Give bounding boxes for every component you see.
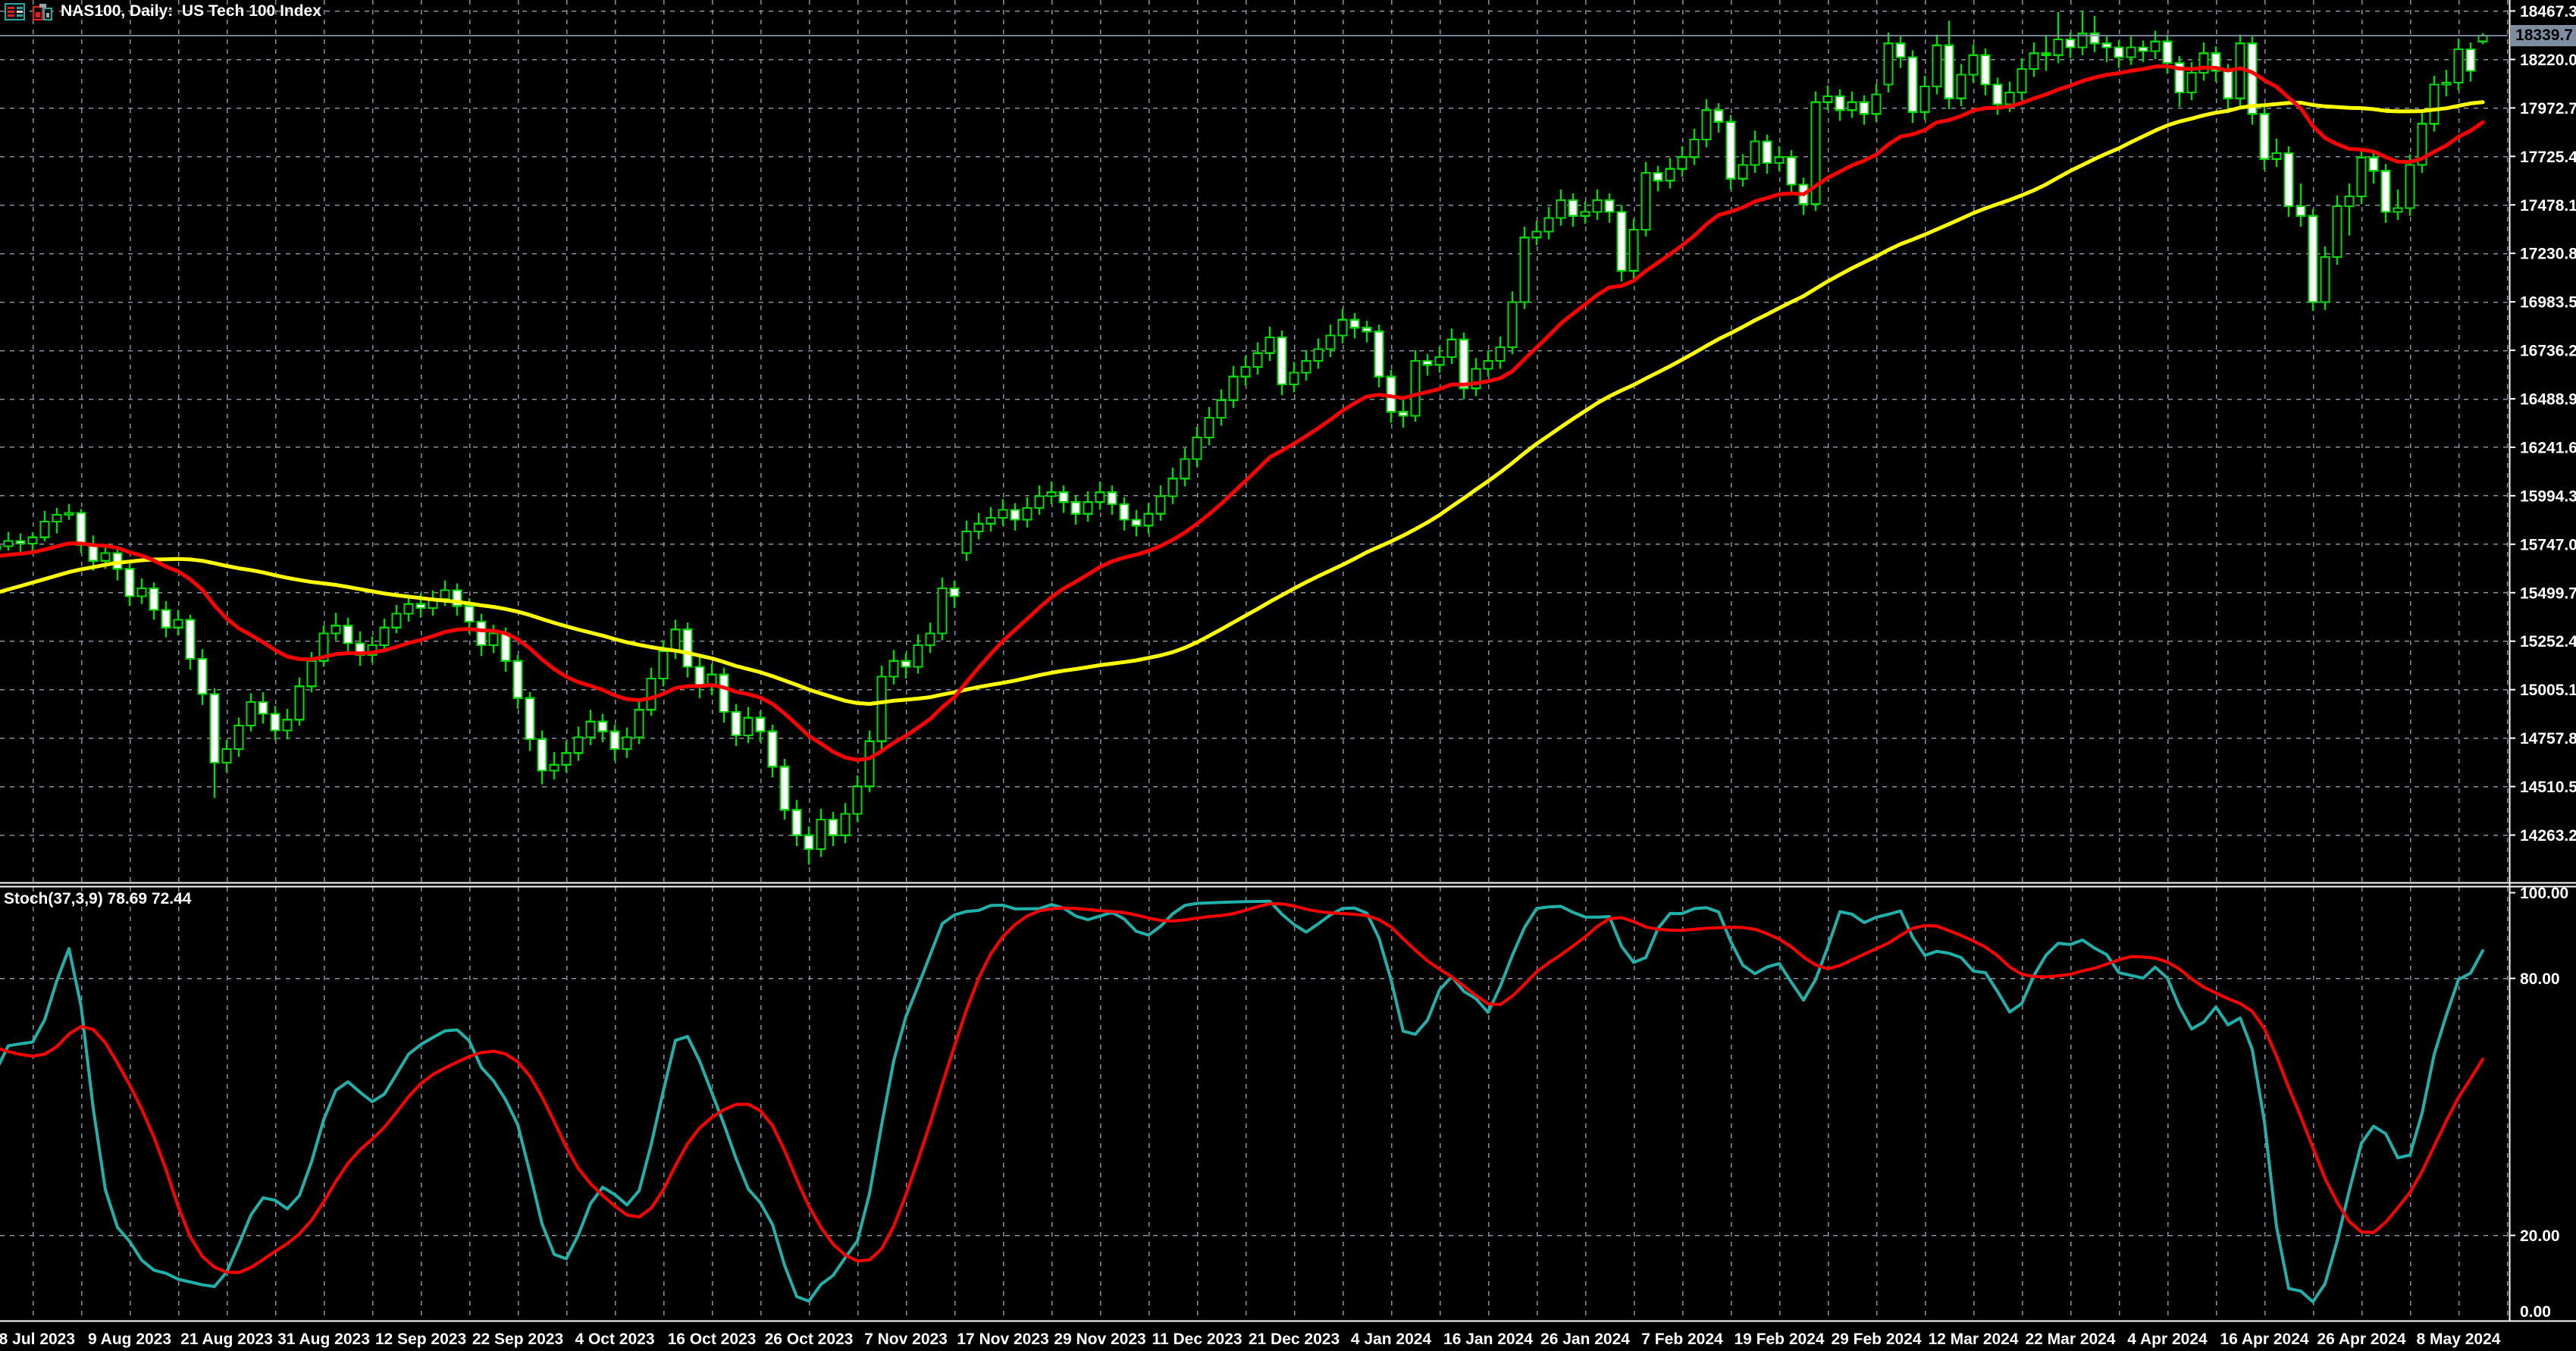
time-axis-label: 7 Nov 2023	[864, 1331, 948, 1348]
time-axis-label: 9 Aug 2023	[88, 1331, 171, 1348]
time-axis-label: 16 Apr 2024	[2220, 1331, 2308, 1348]
time-axis-label: 16 Jan 2024	[1443, 1331, 1533, 1348]
time-axis-label: 26 Oct 2023	[765, 1331, 854, 1348]
time-axis-label: 29 Feb 2024	[1831, 1331, 1921, 1348]
time-axis-label: 4 Oct 2023	[575, 1331, 654, 1348]
chart-title: NAS100, Daily: US Tech 100 Index	[61, 2, 321, 20]
stoch-axis-label: 20.00	[2520, 1227, 2560, 1245]
time-axis-label: 21 Dec 2023	[1249, 1331, 1340, 1348]
price-axis-label: 16736.2	[2520, 343, 2576, 360]
price-axis-label: 16488.9	[2520, 391, 2576, 409]
time-axis-label: 7 Feb 2024	[1641, 1331, 1723, 1348]
symbol-table-icon	[5, 2, 25, 20]
time-axis-label: 12 Mar 2024	[1928, 1331, 2018, 1348]
price-axis-label: 14510.5	[2520, 779, 2576, 796]
price-axis-label: 18220.0	[2520, 52, 2576, 69]
time-axis-label: 8 May 2024	[2417, 1331, 2501, 1348]
stoch-axis-label: 0.00	[2520, 1303, 2551, 1321]
time-axis-label: 16 Oct 2023	[668, 1331, 757, 1348]
time-axis-label: 26 Apr 2024	[2317, 1331, 2405, 1348]
price-axis-label: 17972.7	[2520, 100, 2576, 118]
chart-titlebar: NAS100, Daily: US Tech 100 Index	[5, 2, 321, 20]
time-axis-label: 28 Jul 2023	[0, 1331, 75, 1348]
candles-layer	[0, 11, 2488, 865]
time-axis-label: 22 Mar 2024	[2025, 1331, 2115, 1348]
time-axis-label: 21 Aug 2023	[180, 1331, 273, 1348]
price-axis-label: 15994.3	[2520, 487, 2576, 505]
ma-fast-line	[0, 64, 2485, 763]
time-axis-label: 22 Sep 2023	[472, 1331, 563, 1348]
price-axis-label: 17230.8	[2520, 246, 2576, 263]
stoch-indicator-label: Stoch(37,3,9) 78.69 72.44	[4, 890, 192, 907]
price-axis-label: 18467.3	[2520, 3, 2576, 20]
time-axis-label: 4 Apr 2024	[2127, 1331, 2208, 1348]
price-axis-label: 14263.2	[2520, 827, 2576, 845]
time-axis-label: 17 Nov 2023	[957, 1331, 1048, 1348]
time-axis-label: 29 Nov 2023	[1054, 1331, 1145, 1348]
chart-pages-icon	[32, 3, 53, 20]
time-axis-label: 19 Feb 2024	[1734, 1331, 1824, 1348]
current-price-badge: 18339.7	[2511, 25, 2576, 46]
time-axis-label: 11 Dec 2023	[1152, 1331, 1242, 1348]
price-axis-label: 15252.4	[2520, 633, 2576, 650]
stoch-axis-label: 80.00	[2520, 970, 2560, 988]
price-axis-label: 15747.0	[2520, 536, 2576, 553]
stoch-main-line	[0, 899, 2484, 1304]
time-axis-label: 12 Sep 2023	[375, 1331, 466, 1348]
price-axis-label: 17478.1	[2520, 197, 2576, 215]
price-axis[interactable]: 18467.3 18220.0 17972.7 17725.4 17478.1 17230…	[2509, 3, 2576, 845]
axes-frame	[0, 0, 2576, 1322]
price-axis-label: 14757.8	[2520, 730, 2576, 748]
time-axis-label: 31 Aug 2023	[277, 1331, 370, 1348]
stoch-signal-line	[0, 902, 2484, 1274]
price-axis-label: 16983.5	[2520, 294, 2576, 312]
time-axis-label: 26 Jan 2024	[1540, 1331, 1630, 1348]
price-axis-label: 17725.4	[2520, 149, 2576, 166]
time-axis-label: 4 Jan 2024	[1351, 1331, 1432, 1348]
price-axis-label: 15005.1	[2520, 682, 2576, 699]
stoch-axis-label: 100.00	[2520, 885, 2568, 902]
grid-layer	[0, 0, 2509, 1321]
stoch-axis[interactable]: 100.00 80.00 20.00 0.00	[2509, 885, 2568, 1322]
price-axis-label: 15499.7	[2520, 585, 2576, 602]
price-axis-label: 16241.6	[2520, 439, 2576, 456]
ma-slow-line	[0, 100, 2485, 706]
panel-separator[interactable]	[0, 882, 2576, 888]
